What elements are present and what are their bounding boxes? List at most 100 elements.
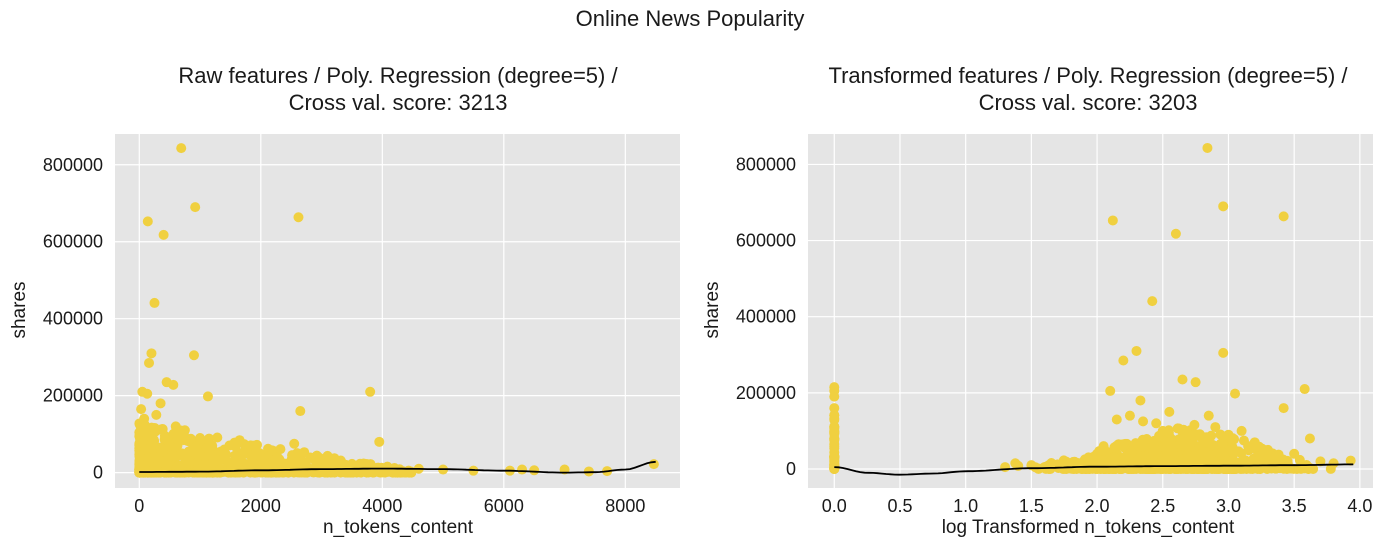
chart-right-point	[1124, 410, 1135, 421]
chart-left-point	[190, 202, 201, 213]
chart-left-title-line-2: Cross val. score: 3213	[289, 90, 508, 115]
chart-right-point	[1299, 384, 1310, 395]
chart-right-point	[1202, 142, 1213, 153]
chart-left-point	[202, 391, 213, 402]
chart-left-point	[182, 456, 193, 467]
chart-right-point	[1126, 447, 1137, 458]
chart-right-point	[1138, 460, 1149, 471]
chart-left-point	[648, 459, 659, 470]
chart-right-point	[1303, 463, 1314, 474]
chart-left-point	[164, 440, 175, 451]
chart-right-point	[1105, 385, 1116, 396]
chart-right-point	[1278, 403, 1289, 414]
chart-right-xtick-label: 0.0	[822, 496, 847, 516]
chart-left-point	[298, 462, 309, 473]
chart-right-point	[1108, 463, 1119, 474]
chart-right-ytick-label: 200000	[736, 383, 796, 403]
chart-left-point	[292, 448, 303, 459]
chart-left-point	[293, 212, 304, 223]
chart-left-point	[143, 456, 154, 467]
chart-left-point	[142, 388, 153, 399]
chart-left-point	[275, 444, 286, 455]
chart-right-point	[1184, 429, 1195, 440]
chart-left-point	[243, 459, 254, 470]
chart-left-point	[209, 458, 220, 469]
chart-left-point	[237, 448, 248, 459]
chart-right-point	[1218, 201, 1229, 212]
chart-left-xtick-label: 4000	[362, 496, 402, 516]
chart-right-point	[1205, 450, 1216, 461]
chart-left-point	[233, 436, 244, 447]
chart-left-point	[170, 421, 181, 432]
chart-left-point	[155, 398, 166, 409]
chart-right: Transformed features / Poly. Regression …	[702, 63, 1373, 538]
chart-right-point	[1118, 355, 1129, 366]
chart-right-point	[1236, 425, 1247, 436]
chart-right-point	[1148, 451, 1159, 462]
chart-right-xtick-label: 4.0	[1347, 496, 1372, 516]
chart-right-point	[1304, 433, 1315, 444]
chart-right-xtick-label: 1.0	[953, 496, 978, 516]
chart-left-point	[168, 379, 179, 390]
chart-right-point	[1182, 449, 1193, 460]
chart-left-ytick-label: 600000	[43, 232, 103, 252]
chart-left-point	[152, 452, 163, 463]
chart-left-point	[252, 439, 263, 450]
chart-right-point	[829, 413, 840, 424]
chart-left-point	[144, 357, 155, 368]
chart-left-point	[289, 438, 300, 449]
chart-right-ytick-label: 0	[786, 459, 796, 479]
chart-right-point	[1203, 410, 1214, 421]
chart-right-point	[829, 433, 840, 444]
chart-right-point	[1170, 228, 1181, 239]
chart-right-point	[829, 425, 840, 436]
chart-right-point	[1236, 448, 1247, 459]
chart-left-point	[167, 450, 178, 461]
chart-left-point	[322, 457, 333, 468]
chart-right-point	[1328, 458, 1339, 469]
chart-right-point	[1256, 450, 1267, 461]
chart-right-point	[1000, 462, 1011, 473]
chart-right-fit-line	[834, 463, 1354, 476]
chart-left-point	[399, 467, 410, 478]
chart-right-point	[1138, 416, 1149, 427]
chart-left-point	[151, 409, 162, 420]
chart-left-point	[179, 425, 190, 436]
chart-right-plot: 0.0 0.5 1.0 1.5 2.0 2.5 3.0 3.5 4.0 0 200000 400000…	[736, 134, 1373, 516]
chart-right-point	[1039, 462, 1050, 473]
chart-right-point	[1210, 422, 1221, 433]
chart-right-point	[1108, 452, 1119, 463]
chart-right-point	[1183, 463, 1194, 474]
chart-right-point	[1288, 463, 1299, 474]
chart-right-point	[1164, 455, 1175, 466]
chart-right-point	[1135, 395, 1146, 406]
chart-right-title-line-2: Cross val. score: 3203	[979, 90, 1198, 115]
chart-left-point	[267, 445, 278, 456]
chart-right-point	[1190, 377, 1201, 388]
chart-left-point	[161, 460, 172, 471]
chart-right-point	[1098, 441, 1109, 452]
chart-right-point	[1147, 296, 1158, 307]
chart-left-xlabel: n_tokens_content	[323, 517, 474, 538]
chart-right-point	[1078, 456, 1089, 467]
chart-left-point	[136, 404, 147, 415]
chart-left-point	[219, 444, 230, 455]
chart-right-point	[829, 460, 840, 471]
chart-right-point	[1218, 347, 1229, 358]
chart-right-point	[1273, 449, 1284, 460]
chart-right-point	[1278, 211, 1289, 222]
chart-left-point	[149, 297, 160, 308]
chart-right-point	[1131, 345, 1142, 356]
chart-left-ytick-label: 400000	[43, 309, 103, 329]
chart-right-xtick-label: 2.5	[1150, 496, 1175, 516]
chart-right-ytick-label: 400000	[736, 307, 796, 327]
chart-left-point	[176, 448, 187, 459]
chart-left-panel	[115, 134, 680, 488]
chart-left-fit-line	[139, 460, 656, 474]
chart-right-xlabel: log Transformed n_tokens_content	[942, 517, 1235, 538]
chart-left-point	[214, 465, 225, 476]
chart-right-point	[1230, 388, 1241, 399]
chart-left-point	[517, 464, 528, 475]
chart-right-point	[1315, 456, 1326, 467]
